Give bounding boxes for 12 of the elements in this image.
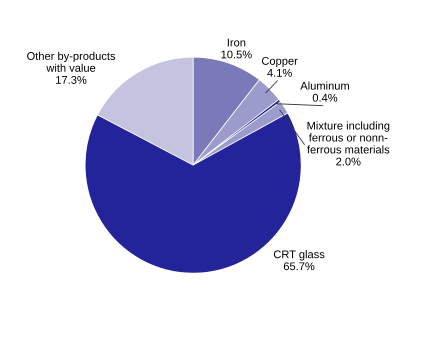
data-label: 17.3% [56,76,86,84]
data-label: 65.7% [284,262,314,270]
slice-label: Other by-products with value [27,52,116,72]
data-label: 0.4% [312,94,338,102]
data-label: 10.5% [221,50,252,58]
slice-label: Mixture including ferrous or nonn- ferrous materials [307,121,390,154]
slice-label: Iron [228,38,246,46]
data-label: 2.0% [336,158,361,166]
slice-label: CRT glass [274,250,324,260]
slice-label: Copper [262,56,298,68]
slice-label: Aluminum [300,82,349,90]
data-label: 4.1% [267,68,292,77]
